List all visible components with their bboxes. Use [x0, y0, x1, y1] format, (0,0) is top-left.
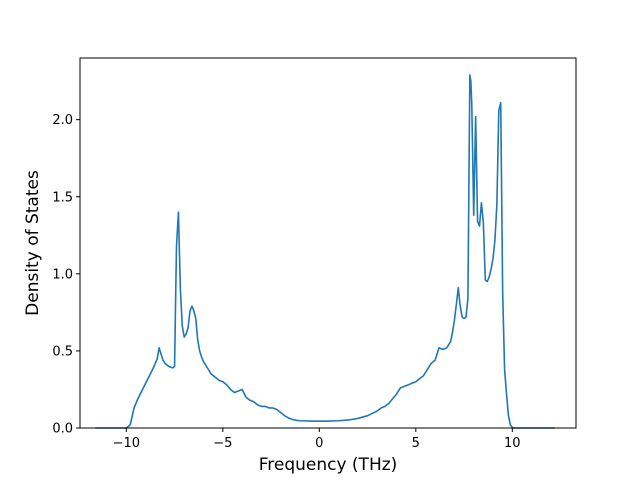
- x-tick-label: 10: [504, 436, 521, 451]
- plot-area: [95, 74, 555, 429]
- y-axis-ticks: 0.0 0.5 1.0 1.5 2.0: [52, 113, 80, 437]
- x-tick-label: −5: [213, 436, 232, 451]
- y-tick-label: 2.0: [52, 113, 73, 128]
- y-tick-label: 0.0: [52, 422, 73, 437]
- x-axis-label: Frequency (THz): [259, 455, 398, 475]
- x-axis-ticks: −10 −5 0 5 10: [113, 428, 521, 451]
- y-tick-label: 0.5: [52, 344, 73, 359]
- x-tick-label: 5: [412, 436, 420, 451]
- x-tick-label: 0: [315, 436, 323, 451]
- axes-frame: [79, 57, 577, 429]
- dos-series-line-0: [95, 74, 555, 429]
- y-tick-label: 1.5: [52, 190, 73, 205]
- x-tick-label: −10: [113, 436, 140, 451]
- y-axis-label: Density of States: [23, 170, 43, 316]
- y-tick-label: 1.0: [52, 267, 73, 282]
